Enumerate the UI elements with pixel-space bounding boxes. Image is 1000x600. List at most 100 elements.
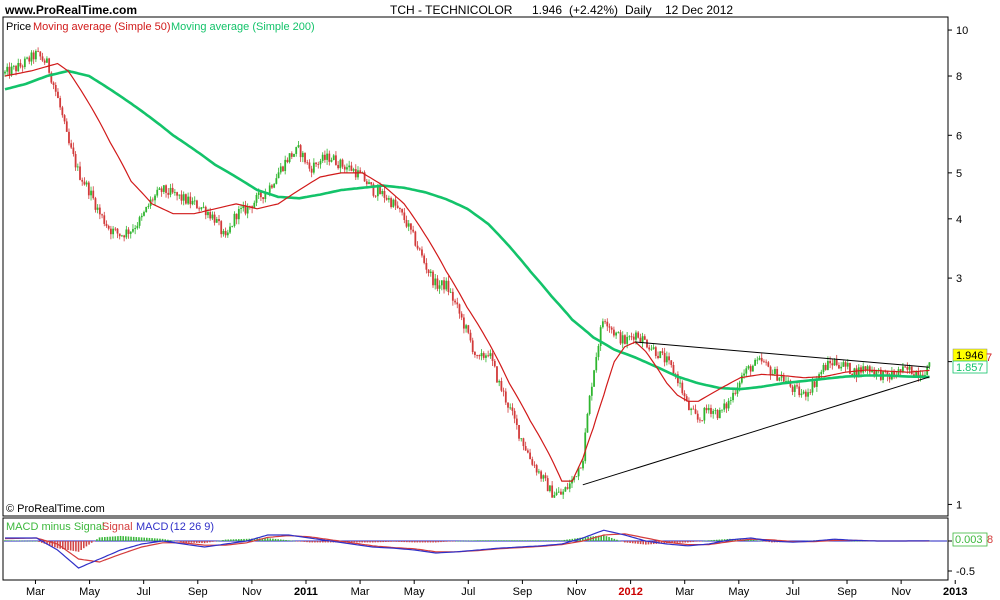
macd-hist-bar	[209, 541, 211, 543]
candle-body	[41, 56, 44, 61]
macd-hist-bar	[156, 538, 159, 541]
macd-hist-bar	[860, 541, 863, 542]
legend-macd-hist: MACD minus Signal	[6, 521, 104, 533]
macd-hist-bar	[295, 541, 298, 542]
macd-hist-bar	[613, 538, 616, 541]
candle-body	[61, 107, 64, 116]
candle-body	[180, 194, 183, 201]
candle-body	[568, 483, 571, 489]
candle-body	[610, 327, 613, 330]
legend-ma200: Moving average (Simple 200)	[171, 21, 315, 33]
ma200-tag-bg	[952, 360, 988, 374]
candle-body	[101, 214, 103, 216]
macd-hist-bar	[600, 535, 602, 541]
candle-body	[374, 195, 377, 197]
x-tick-label: Nov	[242, 586, 262, 598]
macd-hist-bar	[450, 541, 453, 542]
candle-body	[348, 165, 351, 168]
macd-hist-bar	[508, 540, 511, 541]
macd-hist-bar	[140, 537, 143, 541]
candle-body	[913, 374, 915, 377]
macd-hist-bar	[327, 541, 329, 543]
candle-body	[385, 197, 388, 200]
candle-body	[575, 476, 578, 478]
candle-body	[462, 317, 465, 329]
macd-hist-bar	[582, 537, 584, 541]
candle-body	[46, 58, 48, 63]
candle-body	[116, 228, 119, 234]
candle-body	[692, 408, 695, 410]
macd-hist-bar	[771, 541, 773, 543]
macd-hist-bar	[93, 541, 96, 542]
candle-body	[416, 245, 419, 249]
candle-body	[763, 361, 765, 363]
candle-body	[526, 450, 529, 453]
candle-body	[438, 285, 441, 289]
candle-body	[447, 280, 450, 292]
candle-body	[639, 337, 642, 343]
candle-body	[608, 326, 611, 328]
macd-hist-bar	[750, 539, 752, 541]
candle-body	[165, 185, 167, 193]
candle-body	[557, 491, 560, 493]
candle-body	[43, 60, 46, 63]
candle-body	[76, 166, 79, 168]
candle-body	[487, 355, 490, 357]
candle-body	[917, 371, 920, 378]
macd-hist-bar	[521, 540, 524, 541]
candle-body	[780, 376, 783, 378]
candle-body	[705, 407, 708, 411]
candle-body	[615, 332, 618, 336]
x-axis: Mar May Jul Sep Nov 2011 Mar May Jul Sep Nov 2012 Ma…	[26, 580, 967, 598]
candle-body	[829, 361, 832, 364]
candle-body	[531, 459, 534, 465]
candle-body	[96, 207, 99, 210]
candle-body	[813, 381, 816, 387]
macd-hist-bar	[555, 540, 558, 541]
macd-hist-bar	[453, 541, 455, 542]
candle-body	[268, 185, 271, 193]
candle-body	[235, 213, 238, 220]
candle-body	[873, 370, 876, 375]
candle-body	[15, 65, 17, 72]
macd-hist-bar	[705, 540, 708, 542]
candle-body	[670, 360, 673, 366]
macd-hist-bar	[182, 541, 185, 543]
candle-body	[6, 66, 9, 72]
macd-hist-bar	[490, 540, 492, 541]
macd-hist-bar	[177, 541, 180, 542]
macd-hist-bar	[503, 540, 505, 541]
candle-body	[529, 452, 531, 460]
candle-body	[290, 153, 293, 157]
candle-body	[582, 461, 584, 469]
candle-body	[921, 374, 924, 376]
candle-body	[346, 167, 348, 170]
macd-hist-bar	[463, 540, 466, 542]
candle-body	[202, 206, 205, 208]
macd-hist-bar	[130, 536, 132, 541]
candle-body	[765, 361, 768, 363]
candle-body	[904, 366, 907, 368]
macd-hist-bar	[537, 540, 539, 541]
candle-body	[518, 424, 520, 439]
macd-hist-bar	[193, 541, 195, 543]
macd-hist-bar	[398, 541, 400, 542]
candle-body	[668, 356, 670, 361]
macd-hist-bar	[763, 541, 765, 542]
candle-body	[173, 192, 176, 193]
macd-hist-bar	[624, 541, 626, 543]
macd-hist-bar	[857, 541, 860, 542]
macd-hist-bar	[151, 538, 153, 541]
candle-body	[751, 365, 754, 372]
macd-hist-bar	[72, 541, 75, 551]
macd-hist-bar	[279, 539, 282, 541]
candle-body	[902, 366, 904, 373]
candle-body	[915, 371, 918, 377]
macd-hist-bar	[721, 539, 723, 541]
candle-body	[584, 432, 587, 462]
site-name[interactable]: www.ProRealTime.com	[5, 3, 138, 17]
macd-hist-bar	[303, 541, 306, 542]
macd-y-tick-label: -0.5	[956, 566, 975, 578]
macd-hist-bar	[534, 540, 537, 541]
